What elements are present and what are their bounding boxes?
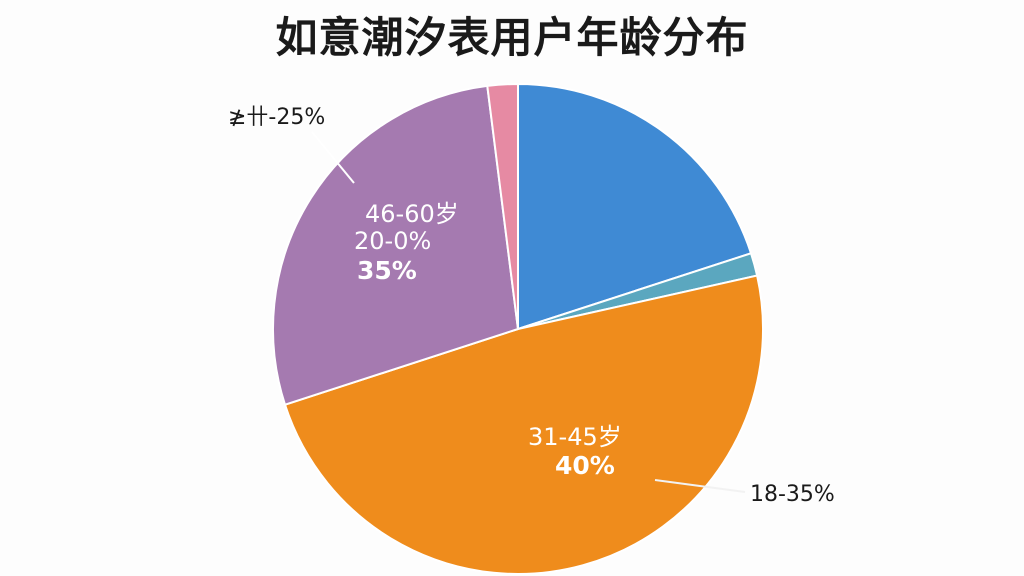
slice-value-46-60: 35%: [357, 256, 417, 285]
slice-label-31-45: 31-45岁: [528, 423, 622, 451]
slice-sublabel-46-60: 20-0%: [354, 227, 431, 255]
leader-line: [654, 479, 746, 493]
leader-line: [311, 131, 355, 184]
slice-label-46-60: 46-60岁: [365, 200, 459, 228]
pie-slice-4: [486, 82, 519, 330]
slice-value-31-45: 40%: [555, 451, 615, 480]
chart-title: 如意潮汐表用户年龄分布: [275, 13, 749, 62]
pie-slice-0: [517, 82, 753, 331]
pie-slice-2: [283, 274, 764, 576]
outside-label-25: ≱卄-25%: [228, 105, 325, 130]
outside-label-18-35: 18-35%: [750, 482, 835, 507]
pie-slice-3: [272, 84, 520, 406]
